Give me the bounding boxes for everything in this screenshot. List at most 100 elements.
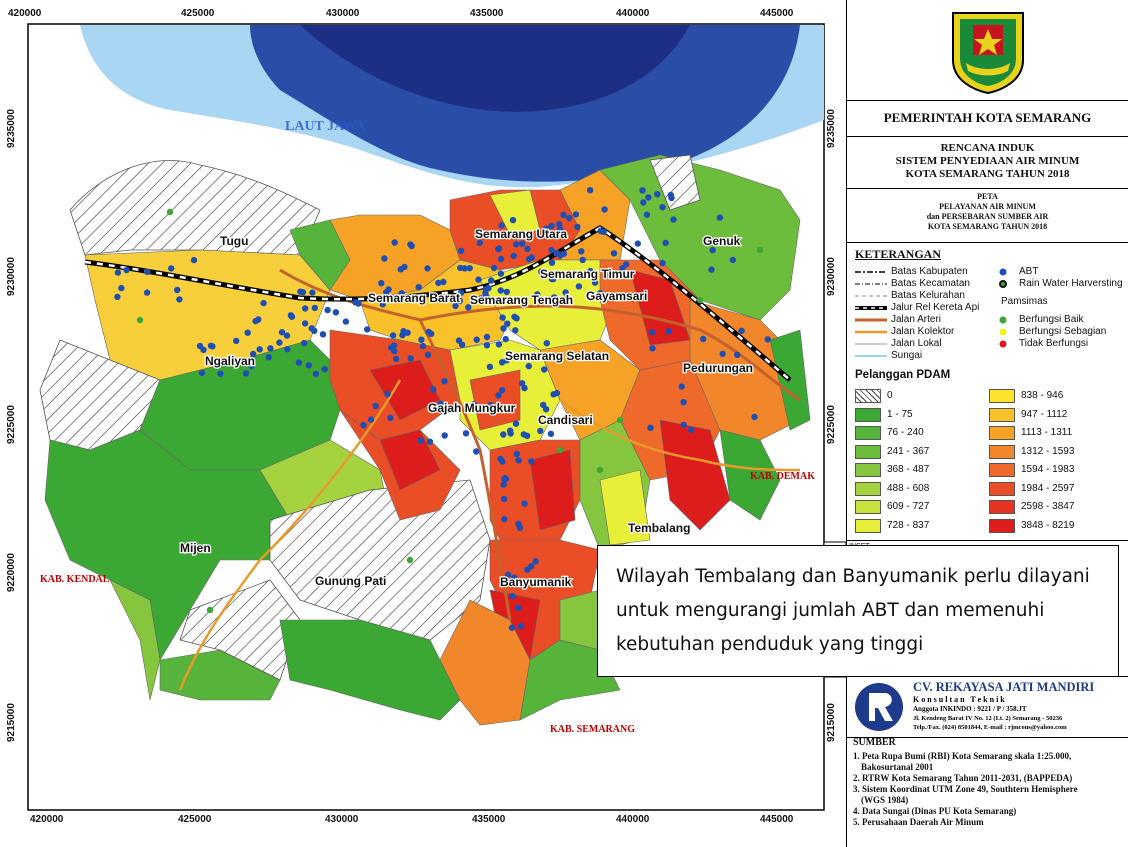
abt-point	[401, 263, 408, 271]
map-title: PETA PELAYANAN AIR MINUM dan PERSEBARAN …	[847, 190, 1128, 243]
government-title-text: PEMERINTAH KOTA SEMARANG	[883, 110, 1092, 125]
abt-point	[557, 252, 564, 259]
abt-point	[542, 406, 550, 413]
abt-point	[452, 302, 459, 310]
abt-point	[288, 313, 296, 320]
abt-point	[495, 341, 503, 348]
pdam-range-label: 488 - 608	[887, 482, 930, 494]
abt-point	[497, 270, 505, 277]
abt-point	[284, 346, 291, 353]
x-tick-top: 440000	[616, 8, 650, 19]
abt-point	[521, 500, 528, 507]
abt-point	[708, 266, 715, 273]
abt-point	[597, 290, 604, 297]
abt-point	[488, 277, 495, 284]
abt-point	[513, 450, 520, 458]
y-tick-left: 9225000	[6, 405, 17, 444]
map-title-line: KOTA SEMARANG TAHUN 2018	[927, 222, 1048, 231]
abt-point	[504, 320, 511, 327]
abt-point	[392, 355, 400, 363]
abt-point	[461, 265, 468, 272]
x-tick-top: 425000	[181, 8, 215, 19]
abt-point	[649, 345, 656, 352]
abt-point	[407, 355, 414, 362]
pdam-range-label: 1984 - 2597	[1021, 482, 1075, 494]
y-tick-right: 9225000	[826, 405, 837, 444]
annotation-callout: Wilayah Tembalang dan Banyumanik perlu d…	[597, 545, 1119, 677]
abt-point	[486, 363, 494, 370]
consultant-box: CV. REKAYASA JATI MANDIRI K o n s u l t …	[847, 676, 1128, 738]
district-label-semarang-barat: Semarang Barat	[368, 291, 460, 305]
map-info-panel: PEMERINTAH KOTA SEMARANG RENCANA INDUK S…	[846, 0, 1128, 847]
source-line: 3. Sistem Koordinat UTM Zone 49, Southte…	[853, 784, 1078, 794]
abt-point	[519, 240, 526, 247]
abt-point	[680, 399, 687, 406]
abt-point	[515, 604, 522, 611]
legend-line-label: Jalan Kolektor	[891, 326, 955, 337]
abt-point	[398, 290, 405, 297]
abt-point	[407, 241, 414, 248]
abt-point	[252, 317, 259, 325]
x-tick-bottom: 435000	[472, 814, 506, 825]
abt-point	[511, 313, 518, 320]
abt-point	[591, 279, 599, 286]
y-tick-right: 9230000	[826, 257, 837, 296]
pdam-swatch	[855, 481, 881, 496]
abt-point	[198, 369, 206, 377]
emblem-box	[847, 0, 1128, 101]
abt-point	[548, 222, 555, 230]
abt-point	[500, 495, 508, 503]
abt-point	[735, 366, 742, 373]
pdam-swatch	[989, 407, 1015, 422]
abt-point	[390, 295, 398, 302]
abt-point	[305, 362, 312, 369]
abt-point	[250, 350, 257, 358]
abt-point	[364, 326, 371, 333]
abt-point	[528, 563, 535, 570]
pdam-swatch	[989, 444, 1015, 459]
district-label-ngaliyan: Ngaliyan	[205, 354, 255, 368]
pdam-swatch	[855, 426, 881, 440]
pamsimas-point	[596, 466, 604, 474]
abt-point	[299, 289, 307, 296]
legend-line-label: Batas Kabupaten	[891, 266, 968, 277]
abt-point	[200, 346, 207, 353]
pdam-range-label: 3848 - 8219	[1021, 519, 1075, 531]
abt-point	[556, 273, 563, 280]
abt-point	[499, 458, 506, 465]
x-tick-bottom: 445000	[760, 814, 794, 825]
pamsimas-point	[756, 246, 764, 254]
abt-point	[703, 235, 710, 243]
abt-point	[324, 306, 331, 314]
abt-point	[709, 246, 716, 254]
x-tick-bottom: 420000	[30, 814, 64, 825]
abt-point	[430, 386, 437, 393]
pamsimas-point	[696, 296, 704, 304]
abt-point	[566, 214, 573, 222]
abt-point	[319, 331, 327, 338]
legend-line-label: Batas Kelurahan	[891, 290, 965, 301]
district-labels: Tugu Semarang Utara Genuk Semarang Timur…	[179, 226, 755, 591]
abt-point	[601, 206, 608, 213]
abt-point	[532, 558, 539, 565]
pdam-range-label: 368 - 487	[887, 464, 930, 475]
district-label-pedurungan: Pedurungan	[683, 361, 753, 375]
source-line: 1. Peta Rupa Bumi (RBI) Kota Semarang sk…	[853, 751, 1072, 761]
plan-title-line: SISTEM PENYEDIAAN AIR MINUM	[895, 155, 1080, 167]
abt-points	[106, 187, 771, 644]
abt-point	[498, 222, 505, 229]
pdam-range-label: 2598 - 3847	[1021, 501, 1075, 512]
pdam-swatch	[989, 426, 1015, 440]
abt-point	[244, 329, 251, 336]
abt-point	[659, 259, 666, 267]
abt-point	[509, 592, 516, 600]
abt-point	[477, 295, 485, 302]
abt-point	[473, 448, 480, 455]
abt-point	[503, 357, 510, 364]
source-line: (WGS 1984)	[861, 795, 909, 805]
abt-point	[207, 342, 215, 349]
abt-point	[283, 332, 291, 339]
abt-point	[497, 255, 505, 263]
y-tick-left: 9215000	[6, 703, 17, 742]
abt-point	[667, 191, 674, 199]
